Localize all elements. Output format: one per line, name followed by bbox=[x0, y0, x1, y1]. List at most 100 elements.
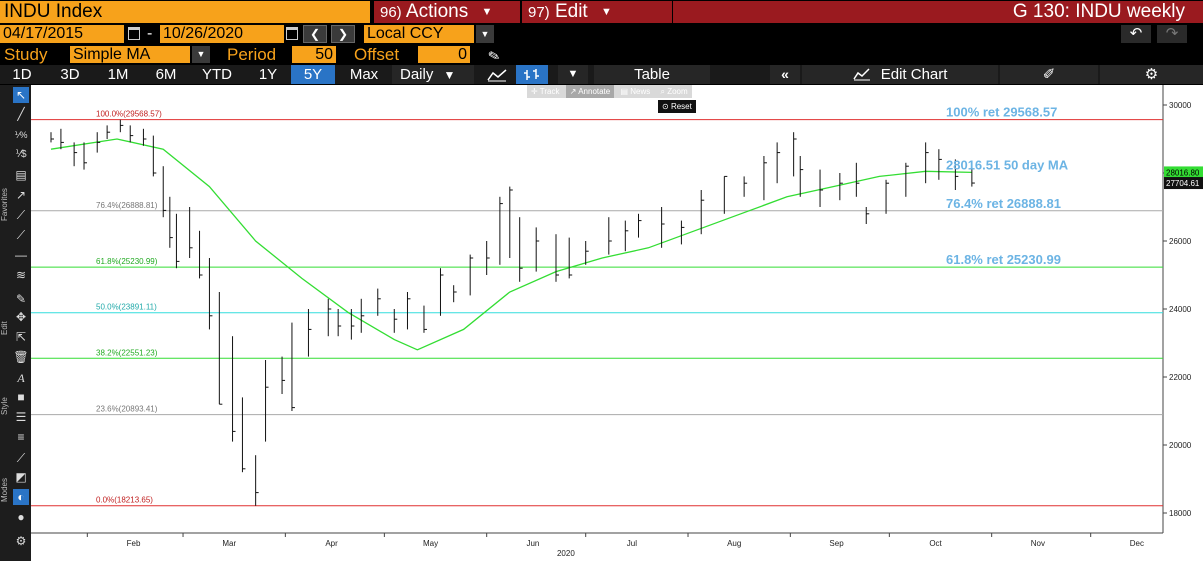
edit-chart-button[interactable]: Edit Chart bbox=[802, 65, 998, 84]
fib-level-label: 76.4%(26888.81) bbox=[96, 201, 158, 210]
calendar-icon[interactable] bbox=[128, 27, 140, 40]
frequency-label: Daily bbox=[400, 66, 434, 83]
price-chart[interactable]: 18000200002200024000260002800030000100.0… bbox=[31, 85, 1203, 561]
actions-menu-button[interactable]: 96) Actions ▼ bbox=[374, 1, 520, 23]
y-tick-label: 30000 bbox=[1169, 101, 1192, 110]
draw-mode-icon[interactable]: ⟋ bbox=[16, 451, 26, 465]
ruler-pencil-icon[interactable]: ✐ bbox=[1000, 65, 1098, 84]
text-style-icon[interactable]: A bbox=[17, 371, 25, 385]
range-max-button[interactable]: Max bbox=[349, 66, 379, 83]
currency-dropdown-icon[interactable]: ▼ bbox=[476, 25, 494, 43]
chart-type-dropdown-icon[interactable]: ▼ bbox=[558, 65, 588, 84]
frequency-dropdown[interactable]: Daily ▼ bbox=[392, 65, 474, 84]
x-tick-label: Mar bbox=[222, 539, 236, 548]
chart-settings-icon bbox=[852, 68, 870, 81]
ray-line-icon[interactable]: ⟋ bbox=[16, 228, 26, 242]
pointer-icon[interactable]: ⇱ bbox=[15, 330, 27, 344]
annotate-mode-button[interactable]: ↗ Annotate bbox=[565, 85, 615, 98]
security-title[interactable]: INDU Index bbox=[0, 1, 370, 23]
range-1y-button[interactable]: 1Y bbox=[258, 66, 278, 83]
end-date-field[interactable]: 10/26/2020 bbox=[160, 25, 284, 43]
fib-level-label: 50.0%(23891.11) bbox=[96, 303, 157, 312]
actions-menu-number: 96) bbox=[380, 4, 402, 21]
range-ytd-button[interactable]: YTD bbox=[202, 66, 232, 83]
dollar-tool-icon[interactable]: ⅟$ bbox=[15, 149, 27, 160]
horizontal-line-icon[interactable]: — bbox=[15, 248, 27, 262]
gear-icon[interactable]: ⚙ bbox=[15, 534, 27, 548]
line-style-icon[interactable]: ≡ bbox=[17, 430, 25, 444]
x-tick-label: Jun bbox=[526, 539, 539, 548]
fib-tool-icon[interactable]: ▤ bbox=[15, 168, 27, 182]
brush-icon[interactable]: ✎ bbox=[15, 292, 27, 306]
range-3d-button[interactable]: 3D bbox=[60, 66, 80, 83]
track-mode-button[interactable]: ✛ Track bbox=[531, 87, 560, 96]
news-mode-label: News bbox=[630, 87, 651, 96]
color-mode-icon[interactable]: ● bbox=[17, 510, 25, 524]
collapse-left-icon[interactable]: « bbox=[770, 65, 800, 84]
reset-zoom-button[interactable]: ⊙ Reset bbox=[658, 100, 696, 113]
chart-area[interactable]: 18000200002200024000260002800030000100.0… bbox=[31, 85, 1203, 561]
last-price-tag-label: 27704.61 bbox=[1166, 179, 1200, 188]
cursor-icon[interactable]: ↖ bbox=[13, 87, 29, 103]
study-field[interactable]: Simple MA bbox=[70, 46, 190, 63]
x-tick-label: May bbox=[423, 539, 438, 548]
line-weight-icon[interactable]: ☰ bbox=[15, 410, 27, 424]
move-icon[interactable]: ✥ bbox=[15, 310, 27, 324]
range-6m-button[interactable]: 6M bbox=[155, 66, 177, 83]
annotate-mode-label: Annotate bbox=[578, 87, 611, 96]
date-range-bar: 04/17/2015 - 10/26/2020 ❮ ❯ Local CCY ▼ … bbox=[0, 25, 1203, 44]
y-tick-label: 22000 bbox=[1169, 373, 1192, 382]
fib-level-label: 61.8%(25230.99) bbox=[96, 257, 158, 266]
redo-icon[interactable]: ↷ bbox=[1157, 25, 1187, 43]
range-5y-button[interactable]: 5Y bbox=[291, 65, 335, 84]
trend-line-icon[interactable]: ⟋ bbox=[16, 208, 26, 222]
x-tick-label: Sep bbox=[829, 539, 844, 548]
range-1m-button[interactable]: 1M bbox=[107, 66, 129, 83]
x-tick-label: Nov bbox=[1031, 539, 1045, 548]
table-button[interactable]: Table bbox=[594, 65, 710, 84]
last-price-tag-label: 28016.80 bbox=[1166, 168, 1200, 177]
offset-field[interactable]: 0 bbox=[418, 46, 470, 63]
modes-section-label: Modes bbox=[0, 478, 9, 503]
range-1d-button[interactable]: 1D bbox=[12, 66, 32, 83]
percent-tool-icon[interactable]: ⅟% bbox=[14, 130, 28, 140]
calendar-icon[interactable] bbox=[286, 27, 298, 40]
currency-field[interactable]: Local CCY bbox=[364, 25, 474, 43]
snap-mode-icon[interactable]: ◩ bbox=[15, 470, 27, 484]
next-period-button[interactable]: ❯ bbox=[331, 25, 355, 43]
line-chart-icon[interactable] bbox=[482, 65, 512, 84]
period-label: Period bbox=[227, 45, 277, 64]
prev-period-button[interactable]: ❮ bbox=[303, 25, 327, 43]
line-tool-icon[interactable]: ╱ bbox=[17, 107, 25, 121]
zoom-mode-button[interactable]: ⌕ Zoom bbox=[660, 87, 688, 96]
fill-icon[interactable]: ■ bbox=[17, 390, 25, 404]
bar-chart-icon[interactable] bbox=[516, 65, 548, 84]
y-tick-label: 24000 bbox=[1169, 305, 1192, 314]
channel-icon[interactable]: ≋ bbox=[15, 268, 27, 282]
undo-icon[interactable]: ↶ bbox=[1121, 25, 1151, 43]
fib-level-label: 100.0%(29568.57) bbox=[96, 110, 162, 119]
news-mode-button[interactable]: ▤ News bbox=[620, 87, 651, 96]
edit-section-label: Edit bbox=[0, 321, 9, 335]
title-bar: INDU Index 96) Actions ▼ 97) Edit ▼ G 13… bbox=[0, 0, 1203, 24]
x-tick-label: Apr bbox=[325, 539, 338, 548]
pen-icon[interactable]: ✎ bbox=[486, 46, 502, 66]
x-tick-label: Feb bbox=[127, 539, 141, 548]
trash-icon[interactable]: 🗑 bbox=[13, 350, 29, 364]
edit-menu-label: Edit bbox=[554, 1, 588, 22]
style-section-label: Style bbox=[0, 397, 9, 415]
x-tick-label: Jul bbox=[627, 539, 637, 548]
period-field[interactable]: 50 bbox=[292, 46, 336, 63]
edit-menu-button[interactable]: 97) Edit ▼ bbox=[522, 1, 672, 23]
start-date-field[interactable]: 04/17/2015 bbox=[0, 25, 124, 43]
x-tick-label: Aug bbox=[727, 539, 741, 548]
actions-menu-label: Actions bbox=[405, 1, 469, 22]
study-dropdown-icon[interactable]: ▼ bbox=[192, 46, 210, 63]
y-tick-label: 18000 bbox=[1169, 509, 1192, 518]
arrow-line-icon[interactable]: ↗ bbox=[15, 188, 27, 202]
x-tick-label: Dec bbox=[1130, 539, 1144, 548]
chart-mode-bar: ✛ Track ↗ Annotate ▤ News ⌕ Zoom bbox=[527, 85, 692, 98]
gear-icon[interactable]: ⚙ bbox=[1100, 65, 1203, 84]
magnet-icon[interactable]: ◐ bbox=[13, 489, 29, 505]
x-tick-label: Oct bbox=[929, 539, 942, 548]
